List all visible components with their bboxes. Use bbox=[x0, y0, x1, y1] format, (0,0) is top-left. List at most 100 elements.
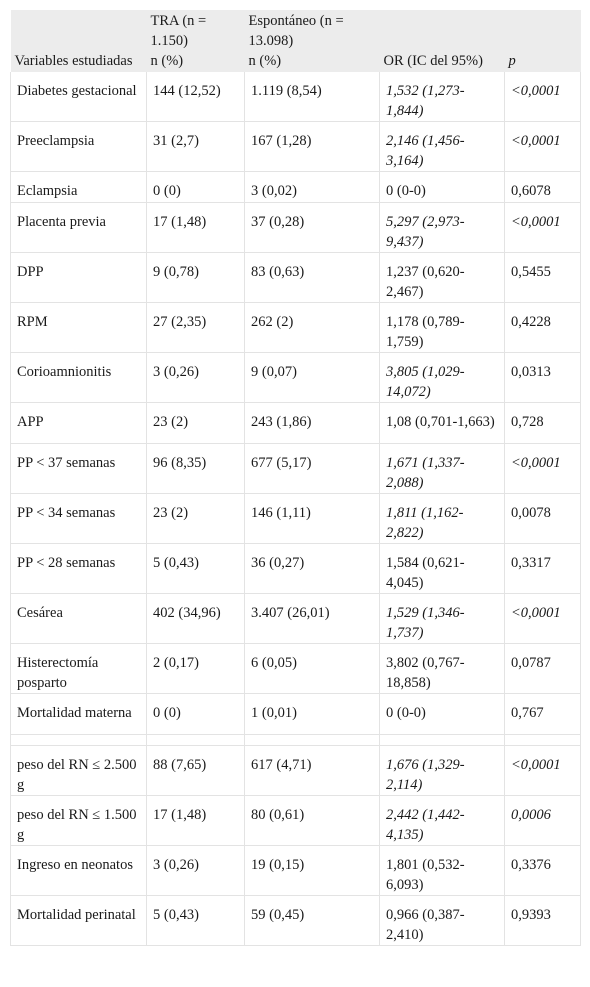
or-cell: 1,584 (0,621-4,045) bbox=[379, 543, 505, 594]
table-row: Mortalidad materna 0 (0) 1 (0,01) 0 (0-0) 0,… bbox=[10, 693, 581, 735]
spacer-cell bbox=[379, 734, 505, 746]
espontaneo-cell: 617 (4,71) bbox=[244, 745, 380, 796]
espontaneo-cell: 80 (0,61) bbox=[244, 795, 380, 846]
or-cell: 1,671 (1,337-2,088) bbox=[379, 443, 505, 494]
espontaneo-cell: 1 (0,01) bbox=[244, 693, 380, 735]
or-cell: 1,08 (0,701-1,663) bbox=[379, 402, 505, 444]
variable-cell: Eclampsia bbox=[10, 171, 147, 203]
table-row: Histerectomía posparto 2 (0,17) 6 (0,05) 3,… bbox=[10, 643, 581, 694]
p-value-cell: 0,0787 bbox=[504, 643, 581, 694]
or-cell: 0 (0-0) bbox=[379, 171, 505, 203]
or-cell: 1,237 (0,620-2,467) bbox=[379, 252, 505, 303]
or-cell: 3,802 (0,767-18,858) bbox=[379, 643, 505, 694]
espontaneo-cell: 677 (5,17) bbox=[244, 443, 380, 494]
espontaneo-cell: 1.119 (8,54) bbox=[244, 72, 380, 122]
or-cell: 5,297 (2,973-9,437) bbox=[379, 202, 505, 253]
p-value-cell: 0,4228 bbox=[504, 302, 581, 353]
spacer-cell bbox=[146, 734, 245, 746]
espontaneo-cell: 59 (0,45) bbox=[244, 895, 380, 946]
tra-cell: 3 (0,26) bbox=[146, 352, 245, 403]
header-top-variables bbox=[10, 10, 147, 51]
variable-cell: APP bbox=[10, 402, 147, 444]
variable-cell: peso del RN ≤ 1.500 g bbox=[10, 795, 147, 846]
table-row: Corioamnionitis 3 (0,26) 9 (0,07) 3,805 (1,… bbox=[10, 352, 581, 403]
table-row: RPM 27 (2,35) 262 (2) 1,178 (0,789-1,759) 0,… bbox=[10, 302, 581, 353]
espontaneo-cell: 3.407 (26,01) bbox=[244, 593, 380, 644]
table-row: Placenta previa 17 (1,48) 37 (0,28) 5,297 (… bbox=[10, 202, 581, 253]
p-value-cell: 0,0313 bbox=[504, 352, 581, 403]
tra-cell: 402 (34,96) bbox=[146, 593, 245, 644]
header-or: OR (IC del 95%) bbox=[379, 51, 505, 72]
table-row: APP 23 (2) 243 (1,86) 1,08 (0,701-1,663) 0,7… bbox=[10, 402, 581, 444]
espontaneo-cell: 262 (2) bbox=[244, 302, 380, 353]
espontaneo-cell: 37 (0,28) bbox=[244, 202, 380, 253]
p-value-cell: <0,0001 bbox=[504, 745, 581, 796]
variable-cell: PP < 34 semanas bbox=[10, 493, 147, 544]
tra-cell: 0 (0) bbox=[146, 171, 245, 203]
table-row: Diabetes gestacional 144 (12,52) 1.119 (8,… bbox=[10, 72, 581, 122]
p-value-cell: <0,0001 bbox=[504, 443, 581, 494]
table-row: Eclampsia 0 (0) 3 (0,02) 0 (0-0) 0,6078 bbox=[10, 171, 581, 203]
table-row: PP < 34 semanas 23 (2) 146 (1,11) 1,811 (1,… bbox=[10, 493, 581, 544]
espontaneo-cell: 3 (0,02) bbox=[244, 171, 380, 203]
tra-cell: 23 (2) bbox=[146, 493, 245, 544]
p-value-cell: <0,0001 bbox=[504, 202, 581, 253]
espontaneo-cell: 243 (1,86) bbox=[244, 402, 380, 444]
espontaneo-cell: 6 (0,05) bbox=[244, 643, 380, 694]
p-value-cell: 0,5455 bbox=[504, 252, 581, 303]
tra-cell: 17 (1,48) bbox=[146, 202, 245, 253]
table-row: Ingreso en neonatos 3 (0,26) 19 (0,15) 1,80… bbox=[10, 845, 581, 896]
tra-cell: 144 (12,52) bbox=[146, 72, 245, 122]
tra-cell: 88 (7,65) bbox=[146, 745, 245, 796]
espontaneo-cell: 9 (0,07) bbox=[244, 352, 380, 403]
p-value-cell: 0,3376 bbox=[504, 845, 581, 896]
spacer-cell bbox=[10, 734, 147, 746]
or-cell: 1,676 (1,329-2,114) bbox=[379, 745, 505, 796]
variable-cell: Histerectomía posparto bbox=[10, 643, 147, 694]
header-row-top: TRA (n = 1.150) Espontáneo (n = 13.098) bbox=[10, 10, 581, 51]
table-row: Cesárea 402 (34,96) 3.407 (26,01) 1,529 (1,… bbox=[10, 593, 581, 644]
spacer-cell bbox=[244, 734, 380, 746]
variable-cell: Diabetes gestacional bbox=[10, 72, 147, 122]
tra-cell: 96 (8,35) bbox=[146, 443, 245, 494]
spacer-row bbox=[10, 734, 581, 746]
espontaneo-cell: 146 (1,11) bbox=[244, 493, 380, 544]
p-value-cell: 0,0078 bbox=[504, 493, 581, 544]
tra-cell: 27 (2,35) bbox=[146, 302, 245, 353]
or-cell: 0,966 (0,387-2,410) bbox=[379, 895, 505, 946]
results-table: TRA (n = 1.150) Espontáneo (n = 13.098) … bbox=[10, 10, 581, 946]
header-tra-n: n (%) bbox=[146, 51, 245, 72]
variable-cell: RPM bbox=[10, 302, 147, 353]
p-value-cell: 0,728 bbox=[504, 402, 581, 444]
variable-cell: Placenta previa bbox=[10, 202, 147, 253]
table-row: PP < 28 semanas 5 (0,43) 36 (0,27) 1,584 (0… bbox=[10, 543, 581, 594]
variable-cell: Mortalidad perinatal bbox=[10, 895, 147, 946]
or-cell: 1,811 (1,162-2,822) bbox=[379, 493, 505, 544]
or-cell: 1,178 (0,789-1,759) bbox=[379, 302, 505, 353]
variable-cell: Ingreso en neonatos bbox=[10, 845, 147, 896]
header-tra: TRA (n = 1.150) bbox=[146, 10, 245, 51]
variable-cell: Preeclampsia bbox=[10, 121, 147, 172]
header-variables: Variables estudiadas bbox=[10, 51, 147, 72]
tra-cell: 2 (0,17) bbox=[146, 643, 245, 694]
p-value-cell: 0,9393 bbox=[504, 895, 581, 946]
p-value-cell: 0,3317 bbox=[504, 543, 581, 594]
espontaneo-cell: 36 (0,27) bbox=[244, 543, 380, 594]
table-row: peso del RN ≤ 1.500 g 17 (1,48) 80 (0,61) 2… bbox=[10, 795, 581, 846]
variable-cell: DPP bbox=[10, 252, 147, 303]
variable-cell: Corioamnionitis bbox=[10, 352, 147, 403]
or-cell: 2,146 (1,456-3,164) bbox=[379, 121, 505, 172]
p-value-cell: 0,6078 bbox=[504, 171, 581, 203]
tra-cell: 23 (2) bbox=[146, 402, 245, 444]
variable-cell: Mortalidad materna bbox=[10, 693, 147, 735]
header-esp-n: n (%) bbox=[244, 51, 380, 72]
or-cell: 1,801 (0,532-6,093) bbox=[379, 845, 505, 896]
header-row-bottom: Variables estudiadas n (%) n (%) OR (IC … bbox=[10, 51, 581, 72]
p-value-cell: 0,767 bbox=[504, 693, 581, 735]
tra-cell: 3 (0,26) bbox=[146, 845, 245, 896]
variable-cell: Cesárea bbox=[10, 593, 147, 644]
table-row: peso del RN ≤ 2.500 g 88 (7,65) 617 (4,71)… bbox=[10, 745, 581, 796]
header-top-p bbox=[504, 10, 581, 51]
tra-cell: 5 (0,43) bbox=[146, 543, 245, 594]
or-cell: 0 (0-0) bbox=[379, 693, 505, 735]
